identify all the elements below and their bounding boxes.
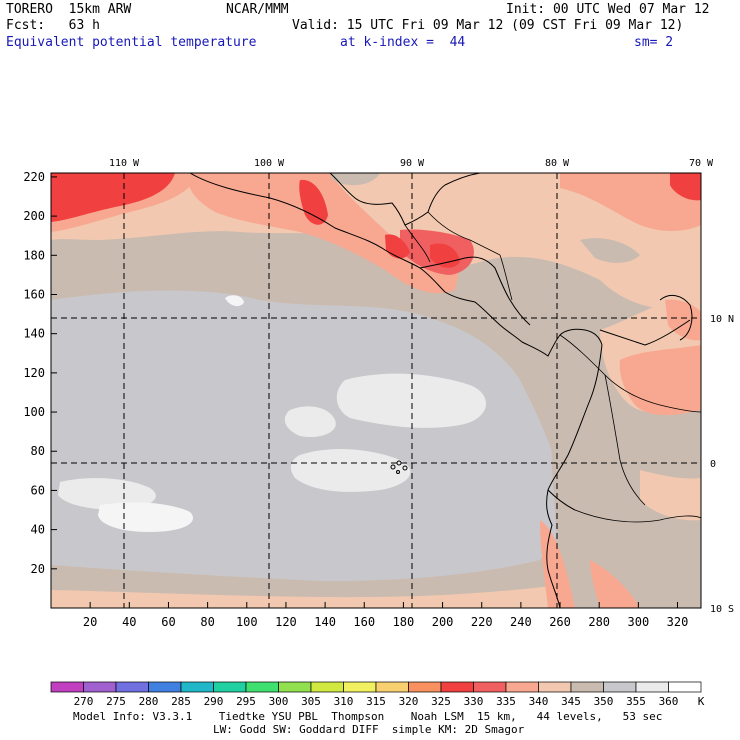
x-tick-label: 320 — [667, 615, 689, 629]
x-tick-label: 200 — [432, 615, 454, 629]
colorbar-swatch — [505, 681, 539, 693]
colorbar: 270 275 280 285 290 295 300 305 310 315 320 325 330 3… — [50, 681, 705, 708]
colorbar-label: 350 — [594, 695, 614, 708]
center-label: NCAR/MMM — [226, 2, 289, 17]
colorbar-label: 355 — [626, 695, 646, 708]
level-label: at k-index = 44 — [340, 35, 466, 50]
colorbar-swatch — [635, 681, 669, 693]
y-tick-label: 20 — [31, 562, 45, 576]
y-tick-label: 200 — [23, 209, 45, 223]
y-tick-label: 40 — [31, 523, 45, 537]
latlon-grid — [51, 173, 701, 608]
colorbar-label: 275 — [106, 695, 126, 708]
country-borders — [404, 211, 701, 523]
x-tick-label: 20 — [83, 615, 97, 629]
colorbar-swatch — [180, 681, 214, 693]
longitude-labels: 110 W 100 W 90 W 80 W 70 W — [109, 158, 714, 169]
colorbar-swatch — [213, 681, 247, 693]
x-tick-label: 100 — [236, 615, 258, 629]
colorbar-label: 340 — [529, 695, 549, 708]
y-tick-label: 80 — [31, 444, 45, 458]
latitude-labels: 10 N 0 10 S — [710, 314, 734, 615]
colorbar-label: 345 — [561, 695, 581, 708]
colorbar-swatch — [83, 681, 117, 693]
y-tick-label: 60 — [31, 483, 45, 497]
colorbar-label: 290 — [204, 695, 224, 708]
smoothing-label: sm= 2 — [634, 35, 674, 50]
model-info-line2: LW: Godd SW: Goddard DIFF simple KM: 2D … — [213, 723, 525, 736]
colorbar-swatch — [50, 681, 84, 693]
colorbar-swatch — [408, 681, 442, 693]
colorbar-swatch — [538, 681, 572, 693]
x-tick-label: 140 — [314, 615, 336, 629]
colorbar-unit: K — [698, 695, 705, 708]
x-tick-label: 60 — [161, 615, 175, 629]
valid-time: Valid: 15 UTC Fri 09 Mar 12 (09 CST Fri … — [292, 18, 684, 33]
y-axis-ticks: 220 200 180 160 140 120 100 80 60 40 20 — [23, 170, 57, 576]
colorbar-label: 295 — [236, 695, 256, 708]
coastlines — [189, 173, 693, 608]
colorbar-swatch — [310, 681, 344, 693]
colorbar-swatch — [473, 681, 507, 693]
init-time: Init: 00 UTC Wed 07 Mar 12 — [506, 2, 710, 17]
x-tick-label: 240 — [510, 615, 532, 629]
forecast-hour: Fcst: 63 h — [6, 18, 100, 33]
colorbar-swatch — [343, 681, 377, 693]
colorbar-swatch — [603, 681, 637, 693]
longitude-label: 90 W — [400, 158, 425, 169]
x-tick-label: 160 — [353, 615, 375, 629]
latitude-label: 10 S — [710, 604, 734, 615]
longitude-label: 70 W — [689, 158, 714, 169]
x-axis-ticks: 20 40 60 80 100 120 140 160 180 200 220 240 260 280 30… — [83, 602, 688, 629]
colorbar-swatch — [440, 681, 474, 693]
x-tick-label: 120 — [275, 615, 297, 629]
colorbar-label: 320 — [399, 695, 419, 708]
x-tick-label: 180 — [393, 615, 415, 629]
colorbar-label: 325 — [431, 695, 451, 708]
y-tick-label: 100 — [23, 405, 45, 419]
colorbar-label: 285 — [171, 695, 191, 708]
x-tick-label: 300 — [628, 615, 650, 629]
colorbar-label: 280 — [139, 695, 159, 708]
colorbar-label: 300 — [269, 695, 289, 708]
y-tick-label: 120 — [23, 366, 45, 380]
colorbar-swatch — [115, 681, 149, 693]
model-info-line1: Model Info: V3.3.1 Tiedtke YSU PBL Thomp… — [73, 710, 663, 723]
theta-e-field — [51, 173, 701, 608]
colorbar-swatch — [148, 681, 182, 693]
colorbar-swatch — [570, 681, 604, 693]
x-tick-label: 220 — [471, 615, 493, 629]
y-tick-label: 220 — [23, 170, 45, 184]
colorbar-label: 310 — [334, 695, 354, 708]
y-tick-label: 160 — [23, 287, 45, 301]
colorbar-label: 270 — [74, 695, 94, 708]
y-tick-label: 140 — [23, 327, 45, 341]
longitude-label: 100 W — [254, 158, 285, 169]
map-frame — [50, 172, 702, 609]
x-tick-label: 260 — [549, 615, 571, 629]
colorbar-swatch — [668, 681, 702, 693]
colorbar-swatch — [278, 681, 312, 693]
colorbar-label: 315 — [366, 695, 386, 708]
x-tick-label: 40 — [122, 615, 136, 629]
latitude-label: 10 N — [710, 314, 734, 325]
colorbar-swatch — [375, 681, 409, 693]
colorbar-label: 305 — [301, 695, 321, 708]
latitude-label: 0 — [710, 459, 716, 470]
x-tick-label: 280 — [588, 615, 610, 629]
colorbar-label: 330 — [464, 695, 484, 708]
colorbar-label: 335 — [496, 695, 516, 708]
model-title: TORERO 15km ARW — [6, 2, 132, 17]
colorbar-label: 360 — [659, 695, 679, 708]
longitude-label: 110 W — [109, 158, 140, 169]
field-name: Equivalent potential temperature — [6, 35, 257, 50]
colorbar-swatch — [245, 681, 279, 693]
y-tick-label: 180 — [23, 248, 45, 262]
x-tick-label: 80 — [200, 615, 214, 629]
longitude-label: 80 W — [545, 158, 570, 169]
